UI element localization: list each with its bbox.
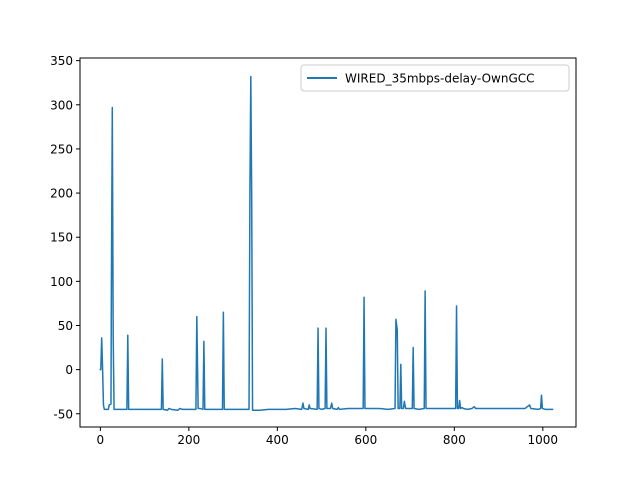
- plot-area: [80, 58, 576, 427]
- x-tick-label: 800: [443, 433, 466, 447]
- y-tick-label: 50: [58, 319, 73, 333]
- y-tick-label: 350: [50, 54, 73, 68]
- x-tick-label: 0: [97, 433, 105, 447]
- y-tick-label: 300: [50, 98, 73, 112]
- y-tick-label: 150: [50, 231, 73, 245]
- x-axis: 0 200 400 600 800 1000: [97, 427, 559, 447]
- series-line: [99, 75, 554, 411]
- y-tick-label: 100: [50, 275, 73, 289]
- y-tick-label: 200: [50, 187, 73, 201]
- y-tick-label: -50: [53, 407, 73, 421]
- legend-box: [300, 64, 570, 92]
- y-tick-label: 0: [65, 363, 73, 377]
- series-layer: [99, 75, 554, 411]
- x-tick-label: 200: [177, 433, 200, 447]
- plot-frame: [79, 57, 577, 428]
- legend-label: WIRED_35mbps-delay-OwnGCC: [345, 72, 535, 86]
- y-tick-label: 250: [50, 142, 73, 156]
- x-tick-label: 600: [354, 433, 377, 447]
- y-axis: -50 0 50 100 150 200 250 300 350: [50, 54, 80, 421]
- x-tick-label: 1000: [528, 433, 559, 447]
- legend: WIRED_35mbps-delay-OwnGCC: [300, 64, 570, 92]
- x-tick-label: 400: [266, 433, 289, 447]
